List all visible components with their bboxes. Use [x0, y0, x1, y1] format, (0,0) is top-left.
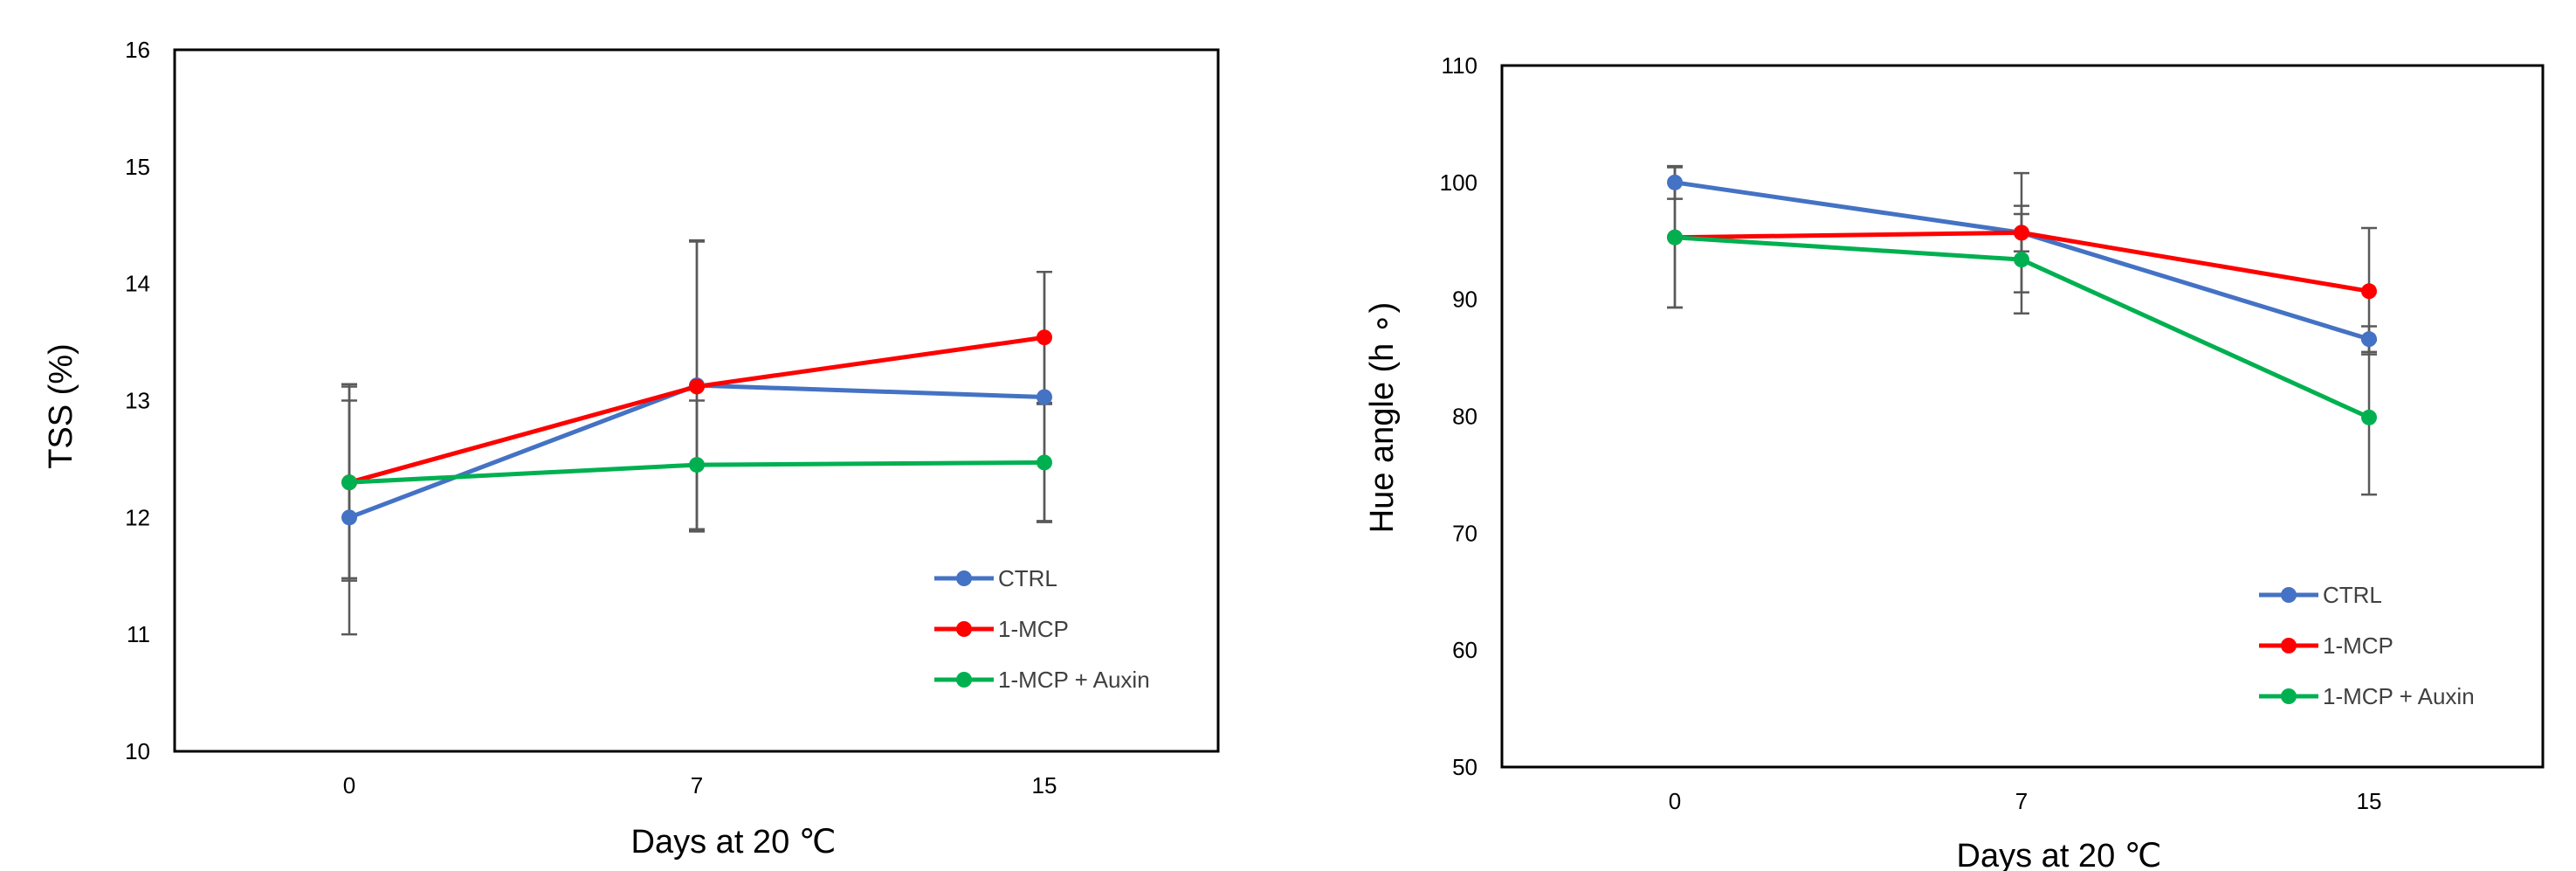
- data-point: [2361, 409, 2377, 425]
- y-tick-labels: 10 11 12 13 14 15 16: [125, 37, 150, 764]
- x-tick-label: 0: [1669, 788, 1681, 814]
- data-point: [341, 474, 357, 491]
- legend-label: 1-MCP + Auxin: [2323, 683, 2475, 709]
- legend: CTRL 1-MCP 1-MCP + Auxin: [934, 565, 1150, 693]
- y-tick-label: 11: [127, 621, 150, 647]
- data-point: [341, 509, 357, 526]
- legend-marker: [956, 621, 972, 637]
- x-tick-label: 7: [2015, 788, 2028, 814]
- x-axis-title: Days at 20 ℃: [1957, 838, 2162, 871]
- plot-frame: [1500, 64, 2545, 769]
- x-tick-label: 15: [1032, 772, 1057, 798]
- legend-label: 1-MCP + Auxin: [998, 667, 1150, 693]
- x-axis-title: Days at 20 ℃: [631, 824, 837, 861]
- y-tick-label: 13: [125, 388, 150, 414]
- y-tick-label: 16: [125, 37, 150, 63]
- legend-marker: [956, 672, 972, 688]
- series-points: [1667, 174, 2377, 425]
- data-point: [689, 457, 705, 474]
- y-tick-label: 10: [125, 738, 150, 764]
- y-tick-label: 110: [1442, 52, 1477, 79]
- legend-label: CTRL: [2323, 582, 2382, 608]
- series-points: [341, 329, 1052, 526]
- data-point: [2361, 331, 2377, 348]
- y-tick-label: 14: [125, 271, 150, 297]
- y-axis-title: Hue angle (h ∘): [1364, 302, 1401, 534]
- chart-tss: TSS (%) Days at 20 ℃ 10 11 12 13 14 15 16 0 7 15…: [43, 37, 1220, 861]
- chart-hue-angle: Hue angle (h ∘) Days at 20 ℃ 50607080901…: [1364, 52, 2545, 871]
- x-tick-labels: 0 7 15: [343, 772, 1057, 798]
- error-bars: [1667, 164, 2377, 496]
- y-tick-label: 70: [1452, 520, 1477, 546]
- y-tick-label: 60: [1452, 637, 1477, 663]
- data-point: [2014, 252, 2029, 268]
- data-point: [1667, 229, 1683, 245]
- legend: CTRL 1-MCP 1-MCP + Auxin: [2259, 582, 2475, 709]
- y-axis-title: TSS (%): [43, 343, 79, 469]
- legend-marker: [956, 570, 972, 586]
- y-tick-label: 12: [125, 504, 150, 530]
- y-tick-label: 80: [1452, 404, 1477, 430]
- legend-label: 1-MCP: [2323, 633, 2393, 659]
- error-bars: [341, 238, 1052, 636]
- x-tick-labels: 0 7 15: [1669, 788, 2382, 814]
- data-point: [1037, 454, 1052, 471]
- plot-frame: [173, 48, 1220, 753]
- x-tick-label: 0: [343, 772, 355, 798]
- x-tick-label: 7: [691, 772, 703, 798]
- data-point: [689, 378, 705, 395]
- y-tick-labels: 50 60 70 80 90 100 110: [1440, 52, 1477, 780]
- y-tick-label: 100: [1440, 169, 1477, 196]
- y-tick-label: 15: [125, 154, 150, 180]
- legend-label: 1-MCP: [998, 616, 1069, 642]
- legend-marker: [2281, 688, 2297, 704]
- data-point: [1667, 174, 1683, 190]
- data-point: [2014, 225, 2029, 241]
- data-point: [2361, 283, 2377, 300]
- legend-label: CTRL: [998, 565, 1057, 591]
- x-tick-label: 15: [2357, 788, 2382, 814]
- y-tick-label: 50: [1452, 754, 1477, 780]
- legend-marker: [2281, 587, 2297, 603]
- y-tick-label: 90: [1452, 287, 1477, 313]
- legend-marker: [2281, 638, 2297, 653]
- data-point: [1037, 329, 1052, 346]
- data-point: [1037, 389, 1052, 405]
